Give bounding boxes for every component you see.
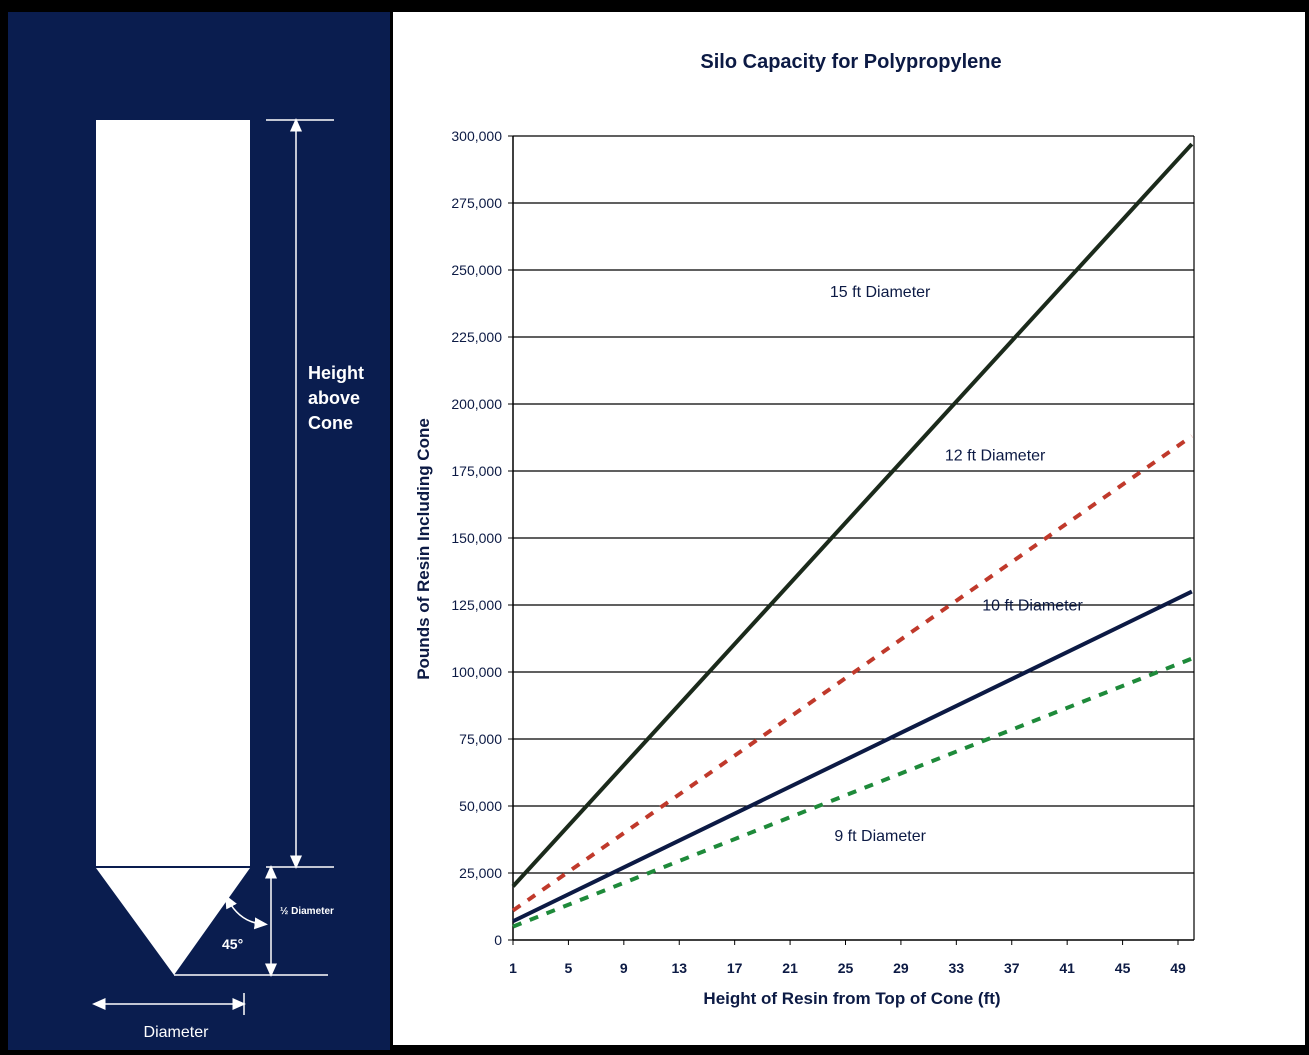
y-tick-label: 50,000 — [459, 798, 502, 814]
height-label-line2: above — [308, 388, 360, 408]
x-tick-label: 29 — [893, 960, 909, 976]
series-annotation: 10 ft Diameter — [982, 597, 1083, 614]
y-tick-label: 75,000 — [459, 731, 502, 747]
y-tick-label: 250,000 — [451, 262, 502, 278]
angle-arc — [225, 894, 268, 930]
x-tick-label: 21 — [782, 960, 798, 976]
y-axis-label: Pounds of Resin Including Cone — [414, 418, 433, 680]
series-line — [511, 142, 1194, 888]
series-line — [512, 656, 1193, 929]
half-diameter-label: ½ Diameter — [280, 906, 334, 917]
series-annotation: 9 ft Diameter — [834, 828, 926, 845]
y-tick-label: 0 — [494, 932, 502, 948]
x-tick-label: 37 — [1004, 960, 1020, 976]
x-tick-label: 13 — [671, 960, 687, 976]
x-tick-label: 41 — [1059, 960, 1075, 976]
series-annotation: 12 ft Diameter — [945, 447, 1046, 464]
angle-label: 45° — [222, 936, 243, 952]
x-tick-label: 17 — [727, 960, 743, 976]
x-tick-label: 45 — [1115, 960, 1131, 976]
x-tick-label: 5 — [565, 960, 573, 976]
y-tick-label: 25,000 — [459, 865, 502, 881]
x-tick-label: 49 — [1170, 960, 1186, 976]
chart-panel: Silo Capacity for Polypropylene 0 25,000 5… — [393, 12, 1305, 1045]
y-tick-label: 275,000 — [451, 195, 502, 211]
chart-title: Silo Capacity for Polypropylene — [700, 51, 1001, 73]
y-tick-label: 125,000 — [451, 597, 502, 613]
height-label-line1: Height — [308, 363, 364, 383]
x-tick-label: 9 — [620, 960, 628, 976]
y-tick-label: 225,000 — [451, 329, 502, 345]
silo-diagram-panel: Height above Cone ½ Diameter 45° Diamete… — [8, 12, 390, 1050]
x-tick-label: 33 — [949, 960, 965, 976]
x-tick-labels: 1 5 9 13 17 21 25 29 33 37 41 45 49 — [509, 960, 1186, 976]
silo-body — [96, 120, 250, 867]
y-tick-label: 150,000 — [451, 530, 502, 546]
capacity-chart: Silo Capacity for Polypropylene 0 25,000 5… — [414, 51, 1195, 1008]
x-tick-label: 25 — [838, 960, 854, 976]
diameter-label: Diameter — [144, 1024, 210, 1041]
grid-lines — [508, 135, 1194, 945]
x-tick-label: 1 — [509, 960, 517, 976]
silo-diagram: Height above Cone ½ Diameter 45° Diamete… — [92, 118, 364, 1041]
axes — [512, 136, 1195, 941]
y-tick-labels: 0 25,000 50,000 75,000 100,000 125,000 150,000… — [451, 128, 502, 948]
series-annotation: 15 ft Diameter — [830, 284, 931, 301]
silo-cone — [96, 868, 250, 975]
y-tick-label: 100,000 — [451, 664, 502, 680]
height-label-line3: Cone — [308, 413, 353, 433]
y-tick-label: 200,000 — [451, 396, 502, 412]
series-line — [512, 589, 1193, 924]
y-tick-label: 175,000 — [451, 463, 502, 479]
x-axis-label: Height of Resin from Top of Cone (ft) — [703, 989, 1000, 1008]
series-line — [511, 434, 1193, 913]
y-tick-label: 300,000 — [451, 128, 502, 144]
series-lines — [511, 142, 1194, 929]
series-annotations: 15 ft Diameter 12 ft Diameter 10 ft Diamet… — [830, 284, 1084, 845]
